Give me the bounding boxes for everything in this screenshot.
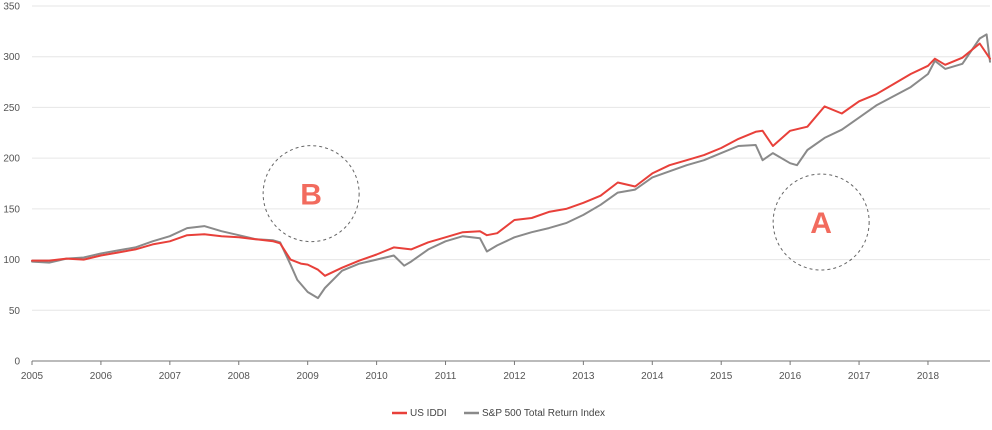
x-tick-label: 2008	[228, 371, 251, 382]
x-tick-label: 2018	[917, 371, 940, 382]
y-tick-label: 200	[3, 154, 20, 165]
y-tick-label: 250	[3, 103, 20, 114]
legend: US IDDI S&P 500 Total Return Index	[392, 408, 605, 419]
y-tick-label: 50	[9, 306, 21, 317]
annotation-circle-a	[772, 173, 870, 271]
x-tick-label: 2009	[297, 371, 320, 382]
grid-layer	[32, 5, 990, 311]
series-line-sp500	[31, 33, 991, 300]
annotation-label-b: B	[300, 179, 322, 212]
legend-label-us-iddi: US IDDI	[410, 408, 447, 419]
y-tick-label: 0	[14, 357, 20, 368]
axis-layer: 0 50 100 150 200 250 300 350 2005 2006 2007 2008 200…	[3, 2, 990, 382]
annotation-layer: BA	[262, 145, 870, 271]
x-tick-label: 2013	[572, 371, 595, 382]
series-line-us-iddi	[31, 42, 991, 277]
x-tick-label: 2010	[365, 371, 388, 382]
x-tick-label: 2011	[435, 371, 457, 382]
y-tick-label: 300	[3, 52, 20, 63]
x-tick-label: 2014	[641, 371, 664, 382]
annotation-circle-b	[262, 145, 360, 243]
x-tick-label: 2016	[779, 371, 802, 382]
x-tick-label: 2015	[710, 371, 733, 382]
y-tick-label: 350	[3, 2, 20, 13]
x-tick-label: 2017	[848, 371, 871, 382]
x-tick-label: 2012	[503, 371, 526, 382]
y-tick-label: 100	[3, 255, 20, 266]
x-tick-label: 2007	[159, 371, 182, 382]
y-tick-label: 150	[3, 204, 20, 215]
annotation-label-a: A	[810, 207, 832, 240]
x-tick-label: 2006	[90, 371, 113, 382]
x-tick-label: 2005	[21, 371, 44, 382]
series-layer	[31, 33, 991, 300]
legend-label-sp500: S&P 500 Total Return Index	[482, 408, 605, 419]
